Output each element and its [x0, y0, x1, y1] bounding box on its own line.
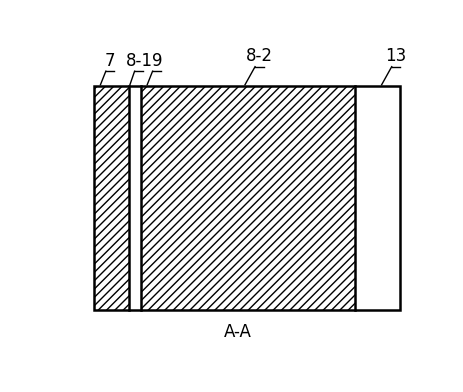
Bar — [141, 86, 355, 310]
Text: 13: 13 — [385, 47, 406, 65]
Text: A-A: A-A — [223, 323, 251, 341]
Bar — [355, 86, 399, 310]
Text: 7: 7 — [105, 52, 115, 70]
Bar — [94, 86, 129, 310]
Text: 8-2: 8-2 — [245, 47, 272, 65]
Bar — [129, 86, 141, 310]
Bar — [94, 86, 399, 310]
Text: 9: 9 — [151, 52, 162, 70]
Text: 8-1: 8-1 — [125, 52, 152, 70]
